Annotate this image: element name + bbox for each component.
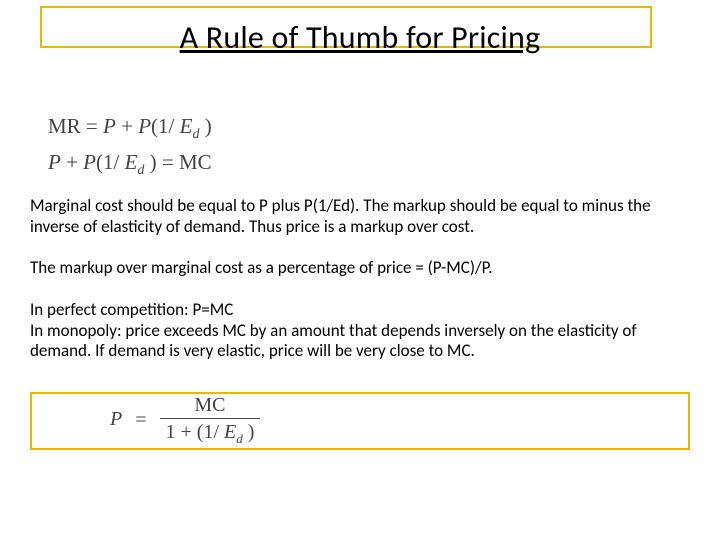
paragraph-markup-percentage: The markup over marginal cost as a perce… — [30, 258, 690, 279]
price-formula: P = MC 1 + (1/ Ed ) — [110, 394, 260, 446]
mr-mc-equations: MR = P + P(1/ Ed ) P + P(1/ Ed ) = MC — [48, 110, 212, 182]
formula-numerator: MC — [160, 394, 261, 419]
paragraph-markup-explain: Marginal cost should be equal to P plus … — [30, 196, 690, 237]
formula-denominator: 1 + (1/ Ed ) — [160, 419, 261, 446]
equation-mc: P + P(1/ Ed ) = MC — [48, 146, 212, 182]
paragraph-competition-monopoly: In perfect competition: P=MC In monopoly… — [30, 300, 690, 362]
formula-fraction: MC 1 + (1/ Ed ) — [160, 394, 261, 446]
slide-title: A Rule of Thumb for Pricing — [0, 18, 720, 57]
equals-sign: = — [127, 409, 154, 432]
formula-lhs: P — [110, 408, 122, 430]
equation-mr: MR = P + P(1/ Ed ) — [48, 110, 212, 146]
